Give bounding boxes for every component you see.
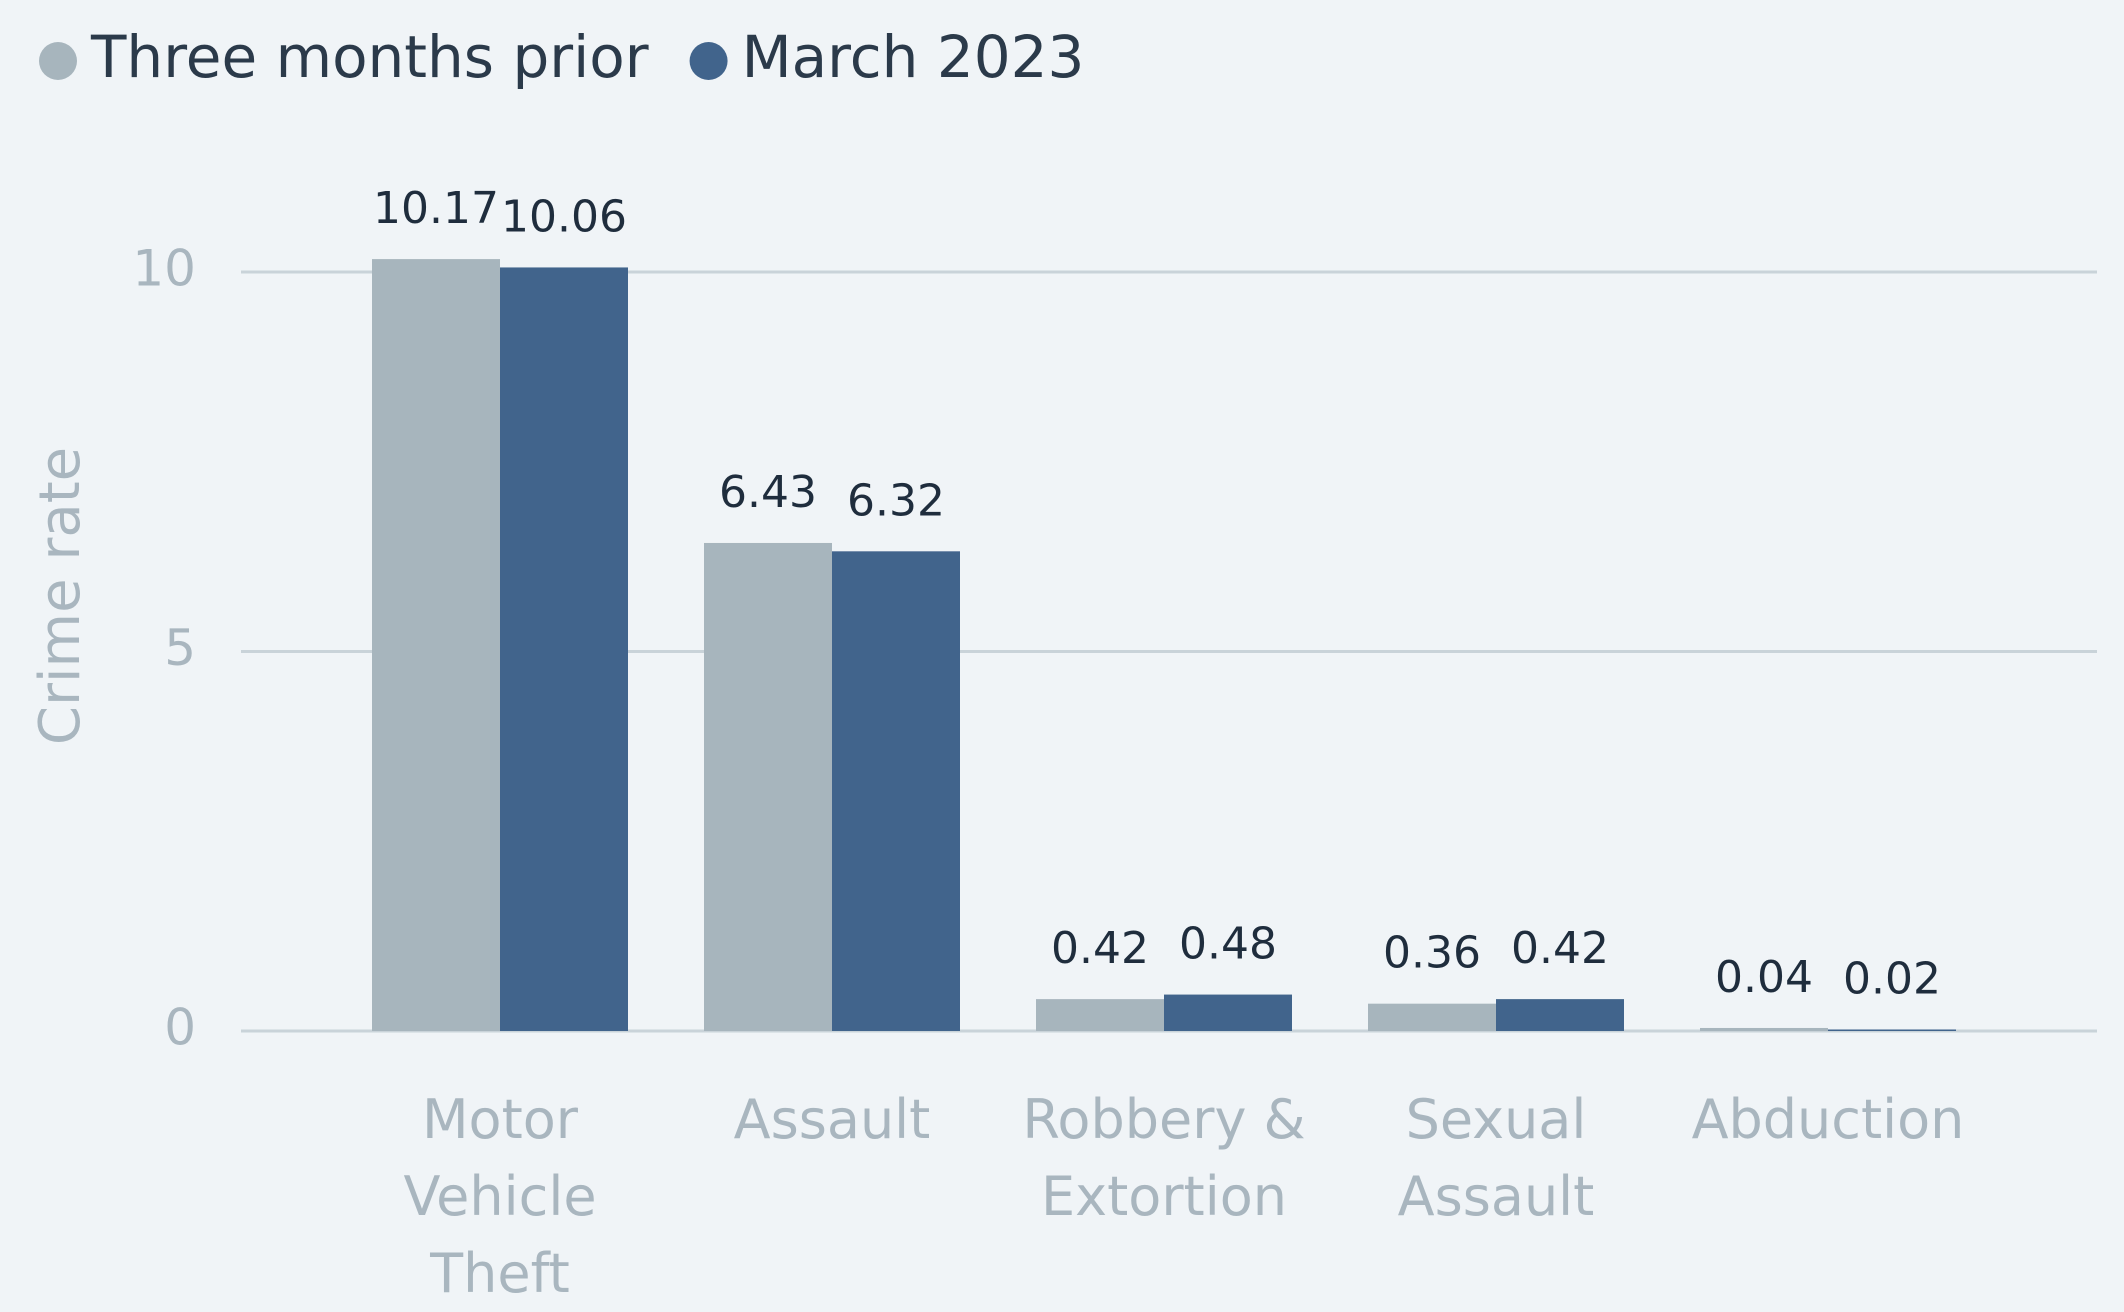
y-axis-title: Crime rate bbox=[28, 447, 93, 745]
bar bbox=[704, 542, 832, 1031]
data-label: 0.48 bbox=[1179, 919, 1277, 970]
legend-label: March 2023 bbox=[742, 23, 1085, 91]
data-label: 6.32 bbox=[847, 475, 945, 526]
data-label: 0.02 bbox=[1843, 953, 1941, 1004]
data-label: 0.04 bbox=[1715, 952, 1813, 1003]
bar bbox=[1700, 1027, 1828, 1031]
data-label: 0.36 bbox=[1383, 928, 1481, 979]
bar bbox=[1164, 994, 1292, 1031]
data-label: 10.17 bbox=[373, 183, 499, 234]
data-label: 0.42 bbox=[1051, 923, 1149, 974]
legend-marker bbox=[689, 42, 728, 80]
x-tick-label: Abduction bbox=[1691, 1088, 1965, 1151]
y-tick-label: 10 bbox=[132, 240, 196, 298]
bar bbox=[1036, 999, 1164, 1031]
x-tick-label: Robbery & Extortion bbox=[1022, 1088, 1306, 1228]
bar bbox=[1368, 1003, 1496, 1031]
data-label: 6.43 bbox=[719, 467, 817, 518]
y-tick-label: 5 bbox=[164, 619, 196, 677]
bar bbox=[1828, 1029, 1956, 1031]
x-tick-label: Sexual Assault bbox=[1397, 1088, 1595, 1228]
bar bbox=[500, 267, 628, 1031]
legend-label: Three months prior bbox=[90, 23, 649, 91]
data-label: 0.42 bbox=[1511, 923, 1609, 974]
x-tick-label: Motor Vehicle Theft bbox=[403, 1088, 597, 1305]
legend-marker bbox=[39, 42, 77, 80]
bar bbox=[832, 551, 960, 1031]
bar bbox=[1496, 999, 1624, 1031]
y-tick-label: 0 bbox=[164, 999, 196, 1057]
x-tick-label: Assault bbox=[733, 1088, 931, 1151]
bar bbox=[372, 259, 500, 1031]
data-label: 10.06 bbox=[501, 191, 627, 242]
